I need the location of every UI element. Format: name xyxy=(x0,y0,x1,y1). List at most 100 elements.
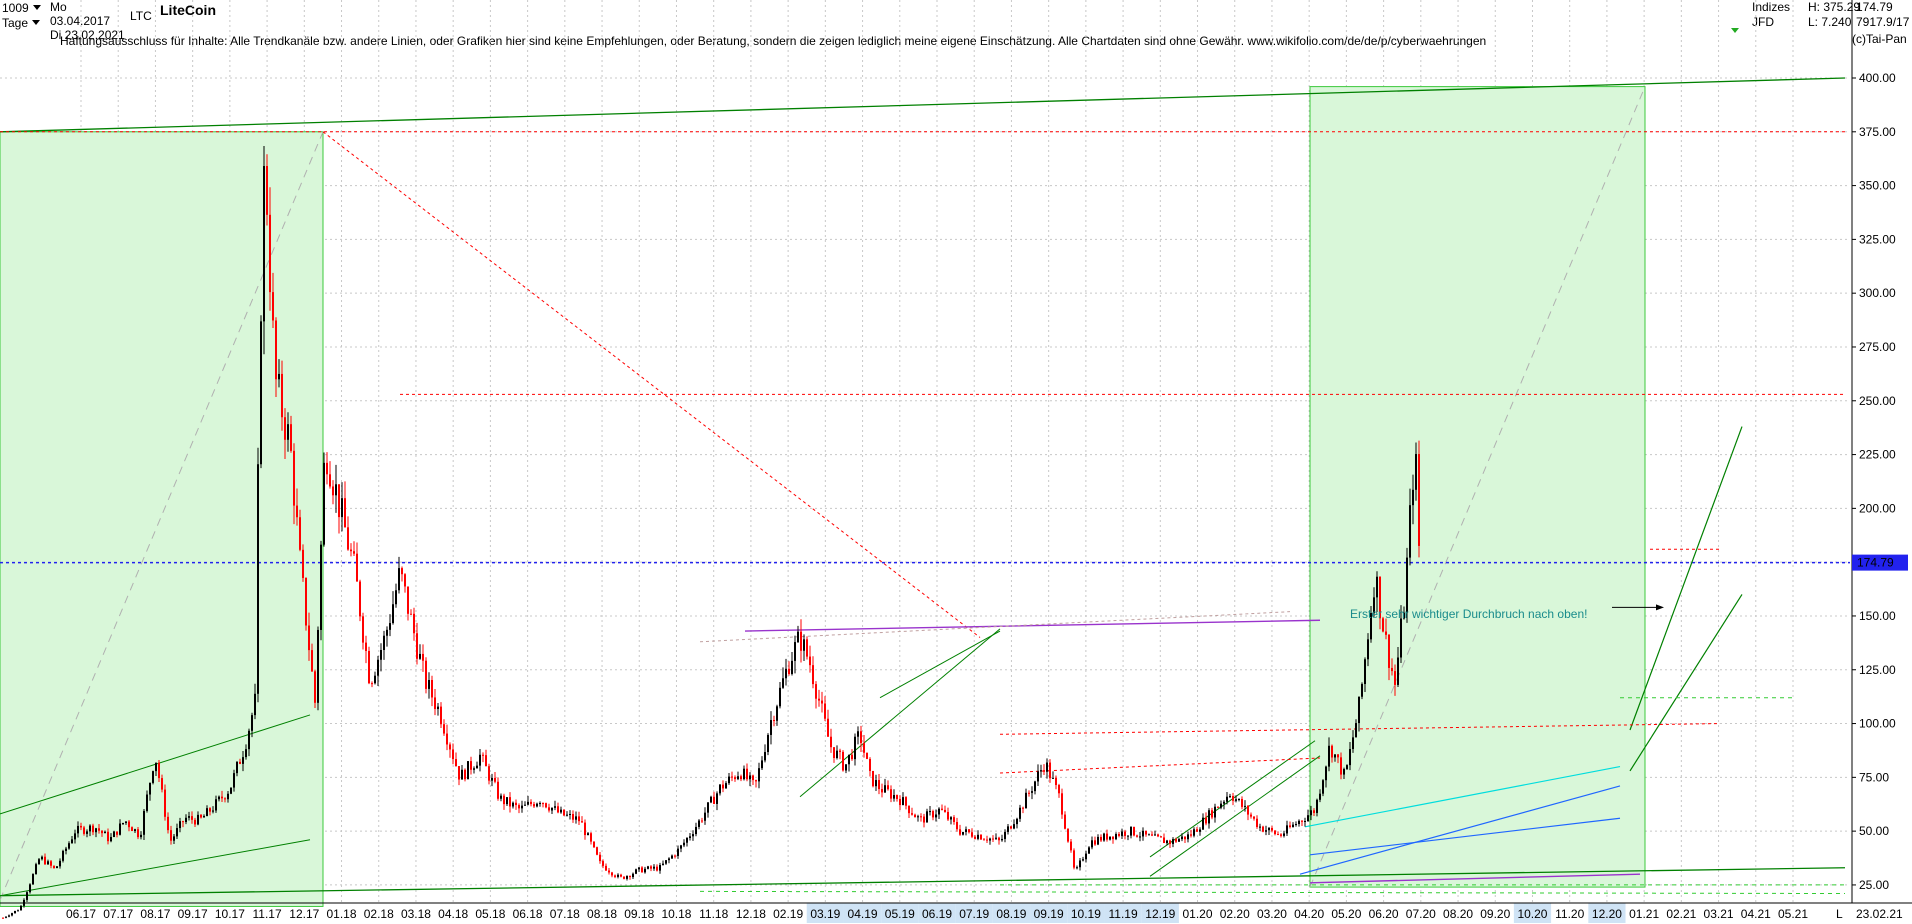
candle-body xyxy=(464,769,466,780)
candle-body xyxy=(1400,618,1402,658)
candle-body xyxy=(236,761,238,774)
candle-body xyxy=(365,642,367,651)
candle-body xyxy=(560,809,562,813)
candle-body xyxy=(707,802,709,813)
candle-body xyxy=(323,462,325,545)
candle-body xyxy=(257,464,259,694)
candle-body xyxy=(620,874,622,877)
candle-body xyxy=(1037,771,1039,782)
candle-body xyxy=(263,166,265,322)
candle-body xyxy=(938,808,940,815)
candle-body xyxy=(1025,792,1027,809)
candle-body xyxy=(1340,757,1342,775)
candle-body xyxy=(650,866,652,869)
candle-body xyxy=(68,843,70,849)
x-tick-bg xyxy=(1513,903,1552,923)
candle-body xyxy=(1301,820,1303,822)
candle-body xyxy=(1232,796,1234,801)
period-select[interactable]: Tage xyxy=(2,15,48,30)
x-tick-label: 09.18 xyxy=(624,907,654,921)
x-tick-label: 03.21 xyxy=(1704,907,1734,921)
candle-body xyxy=(1373,597,1375,614)
candle-body xyxy=(1094,840,1096,845)
candle-body xyxy=(557,806,559,813)
x-tick-bg xyxy=(843,903,882,923)
candle-body xyxy=(572,813,574,820)
x-tick-label: 04.20 xyxy=(1294,907,1324,921)
candle-body xyxy=(1199,829,1201,832)
candle-body xyxy=(302,549,304,578)
candle-body xyxy=(1349,749,1351,766)
x-tick-label: 07.19 xyxy=(959,907,989,921)
candle-body xyxy=(965,829,967,832)
candle-body xyxy=(617,874,619,877)
candle-body xyxy=(659,864,661,871)
last-value: 174.79 xyxy=(1856,0,1893,14)
x-tick-label: 10.17 xyxy=(215,907,245,921)
x-tick-label: 06.19 xyxy=(922,907,952,921)
date-to[interactable]: Di 23.02.2021 xyxy=(50,28,125,42)
candle-body xyxy=(1064,814,1066,829)
x-axis: 06.17 07.17 08.17 09.17 10.17 11.17 12.17 01.18… xyxy=(0,902,1912,923)
candle-body xyxy=(860,731,862,744)
candle-body xyxy=(797,631,799,643)
candle-body xyxy=(17,910,19,912)
current-price-badge xyxy=(1852,554,1908,571)
candle-body xyxy=(623,876,625,879)
candle-body xyxy=(437,706,439,710)
candle-body xyxy=(1331,745,1333,758)
candle-body xyxy=(1355,723,1357,738)
candle-body xyxy=(161,778,163,790)
candle-body xyxy=(353,551,355,554)
candle-body xyxy=(149,782,151,795)
annotation-label: Erster sehr wichtiger Durchbruch nach ob… xyxy=(1350,607,1587,621)
x-tick-label: 12.17 xyxy=(289,907,319,921)
candle-body xyxy=(347,527,349,550)
date-from[interactable]: Mo 03.04.2017 xyxy=(50,0,111,28)
x-tick-label: 02.19 xyxy=(773,907,803,921)
candle-body xyxy=(935,814,937,818)
candle-body xyxy=(503,795,505,805)
candle-body xyxy=(1343,768,1345,775)
candle-body xyxy=(668,858,670,861)
candle-body xyxy=(590,833,592,842)
candle-body xyxy=(203,816,205,818)
candle-body xyxy=(851,754,853,760)
x-tick-bg xyxy=(881,903,919,923)
x-tick-bg xyxy=(1588,903,1626,923)
candle-body xyxy=(272,292,274,321)
candle-body xyxy=(98,828,100,831)
candle-body xyxy=(608,870,610,873)
candle-body xyxy=(1253,816,1255,819)
candle-body xyxy=(1154,834,1156,836)
candle-body xyxy=(566,814,568,816)
candle-body xyxy=(1313,810,1315,813)
candle-body xyxy=(989,838,991,841)
candle-body xyxy=(1193,829,1195,836)
candle-body xyxy=(1196,829,1198,832)
candle-body xyxy=(89,825,91,832)
candle-body xyxy=(1190,834,1192,836)
candle-body xyxy=(1334,754,1336,758)
count-select[interactable]: 1009 xyxy=(2,0,48,15)
y-tick-label: 100.00 xyxy=(1859,717,1896,731)
x-tick-label: 12.20 xyxy=(1592,907,1622,921)
candle-body xyxy=(788,668,790,674)
candle-body xyxy=(977,834,979,839)
x-tick-label: 04.21 xyxy=(1741,907,1771,921)
channel-line xyxy=(1629,594,1743,772)
candle-body xyxy=(431,680,433,698)
candle-body xyxy=(1139,836,1141,838)
candle-body xyxy=(422,653,424,661)
candle-body xyxy=(1010,826,1012,829)
disclaimer-text: Haftungsausschluss für Inhalte: Alle Tre… xyxy=(60,34,1487,48)
candle-body xyxy=(1055,777,1057,786)
candle-body xyxy=(377,659,379,676)
candle-body xyxy=(395,590,397,605)
x-tick-label: 05.20 xyxy=(1331,907,1361,921)
candle-body xyxy=(383,635,385,650)
candle-body xyxy=(923,816,925,823)
candle-body xyxy=(1076,867,1078,869)
candle-body xyxy=(284,417,286,440)
